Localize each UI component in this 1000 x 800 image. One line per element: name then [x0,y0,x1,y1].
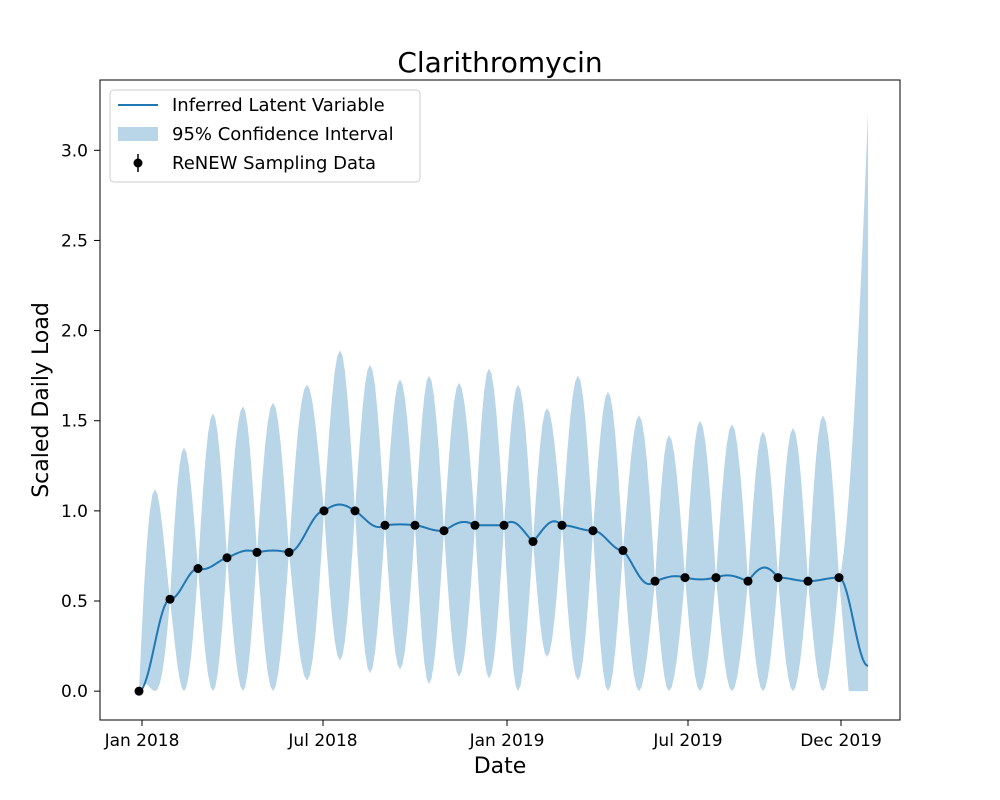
legend-point-swatch [133,158,143,168]
sampling-point-5 [252,547,262,557]
sampling-point-20 [711,573,721,583]
sampling-point-17 [618,546,628,556]
legend-box [109,89,421,183]
x-axis: Jan 2018 Jul 2018 Jan 2019 Jul 2019 Dec 2019 [104,720,882,751]
legend-band-swatch [118,127,158,141]
sampling-point-15 [557,520,567,530]
chart-title: Clarithromycin [397,46,602,79]
sampling-point-8 [350,506,360,516]
y-tick-label-2: 0.5 [61,592,88,612]
plot-frame [99,79,901,721]
confidence-band-layer [139,112,868,692]
x-axis-label: Date [474,754,527,779]
legend-entry-band: 95% Confidence Interval [172,124,394,145]
confidence-band-area [139,112,868,692]
x-tick-label-4: Jul 2019 [652,731,722,751]
sampling-point-16 [588,526,598,536]
sampling-point-2 [165,594,175,604]
y-tick-label-1: 0.0 [61,682,88,702]
sampling-point-3 [193,564,203,574]
x-tick-label-5: Dec 2019 [800,731,882,751]
sampling-point-4 [222,553,232,563]
sampling-point-18 [650,576,660,586]
sampling-point-12 [470,520,480,530]
y-axis: 0.0 0.5 1.0 1.5 2.0 2.5 3.0 [61,141,100,702]
legend-entry-line: Inferred Latent Variable [172,95,385,116]
y-tick-label-5: 2.0 [61,322,88,342]
sampling-point-19 [680,573,690,583]
y-tick-label-3: 1.0 [61,502,88,522]
sampling-point-21 [743,576,753,586]
sampling-point-6 [284,547,294,557]
legend-entry-points: ReNEW Sampling Data [172,153,376,174]
x-tick-label-1: Jan 2018 [104,731,180,751]
y-tick-label-4: 1.5 [61,412,88,432]
sampling-point-24 [834,573,844,583]
y-axis-label: Scaled Daily Load [29,302,54,498]
x-tick-label-2: Jul 2018 [287,731,357,751]
x-tick-label-3: Jan 2019 [469,731,545,751]
sampling-point-14 [528,537,538,547]
y-tick-label-7: 3.0 [61,141,88,161]
sampling-points-layer [134,506,844,696]
sampling-point-7 [319,506,329,516]
sampling-point-10 [410,520,420,530]
sampling-point-1 [134,686,144,696]
sampling-point-9 [380,520,390,530]
sampling-point-22 [773,573,783,583]
legend: Inferred Latent Variable 95% Confidence … [109,89,421,183]
sampling-point-23 [803,576,813,586]
y-tick-label-6: 2.5 [61,231,88,251]
sampling-point-13 [499,520,509,530]
sampling-point-11 [439,526,449,536]
